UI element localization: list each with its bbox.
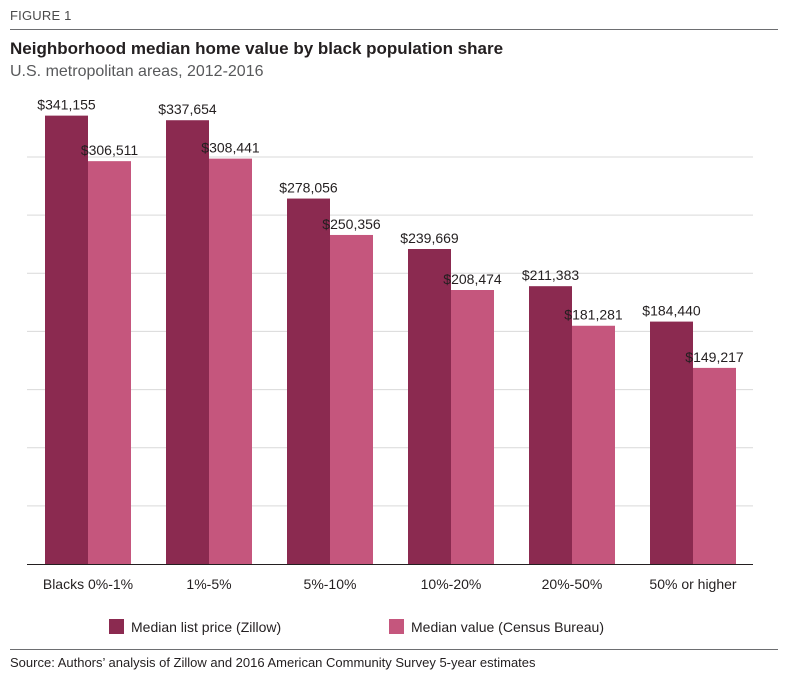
bar-census xyxy=(88,161,131,564)
bar-census xyxy=(209,158,252,564)
legend-swatch-census xyxy=(389,619,404,634)
x-tick-label: 1%-5% xyxy=(186,576,231,592)
x-tick-label: 5%-10% xyxy=(304,576,357,592)
data-label: $184,440 xyxy=(642,303,701,319)
x-tick-label: 10%-20% xyxy=(421,576,482,592)
data-label: $337,654 xyxy=(158,101,217,117)
x-tick-label: 50% or higher xyxy=(649,576,737,592)
data-label: $211,383 xyxy=(522,267,580,283)
data-label: $208,474 xyxy=(443,271,502,287)
x-axis: Blacks 0%-1% 1%-5% 5%-10% 10%-20% 20%-50% 50%… xyxy=(27,564,753,592)
bar-census xyxy=(330,234,373,564)
x-tick-label: 20%-50% xyxy=(542,576,603,592)
data-label: $306,511 xyxy=(81,142,139,158)
bar-zillow xyxy=(529,286,572,564)
data-label: $308,441 xyxy=(201,140,260,156)
bar-zillow xyxy=(287,198,330,564)
data-label: $239,669 xyxy=(400,230,459,246)
legend-label-zillow: Median list price (Zillow) xyxy=(131,619,281,635)
data-label: $250,356 xyxy=(322,216,381,232)
figure-label: FIGURE 1 xyxy=(10,8,72,23)
bar-zillow xyxy=(45,115,88,565)
x-tick-label: Blacks 0%-1% xyxy=(43,576,133,592)
data-labels: $341,155 $306,511 $337,654 $308,441 $278,056… xyxy=(37,97,744,365)
bar-zillow xyxy=(408,249,451,564)
data-label: $278,056 xyxy=(279,180,338,196)
data-label: $181,281 xyxy=(564,307,623,323)
bars xyxy=(45,115,736,565)
data-label: $341,155 xyxy=(37,97,96,113)
source-note: Source: Authors’ analysis of Zillow and … xyxy=(10,655,536,670)
gridlines xyxy=(27,156,753,507)
bar-census xyxy=(693,367,736,564)
bar-zillow xyxy=(166,120,209,565)
bar-census xyxy=(451,290,494,564)
chart-subtitle: U.S. metropolitan areas, 2012-2016 xyxy=(10,63,264,80)
legend-swatch-zillow xyxy=(109,619,124,634)
bottom-divider xyxy=(10,649,778,650)
legend-label-census: Median value (Census Bureau) xyxy=(411,619,604,635)
chart-title: Neighborhood median home value by black … xyxy=(10,39,504,58)
legend: Median list price (Zillow) Median value (… xyxy=(109,619,604,635)
bar-census xyxy=(572,325,615,564)
data-label: $149,217 xyxy=(685,349,744,365)
top-divider xyxy=(10,29,778,30)
bar-zillow xyxy=(650,321,693,564)
